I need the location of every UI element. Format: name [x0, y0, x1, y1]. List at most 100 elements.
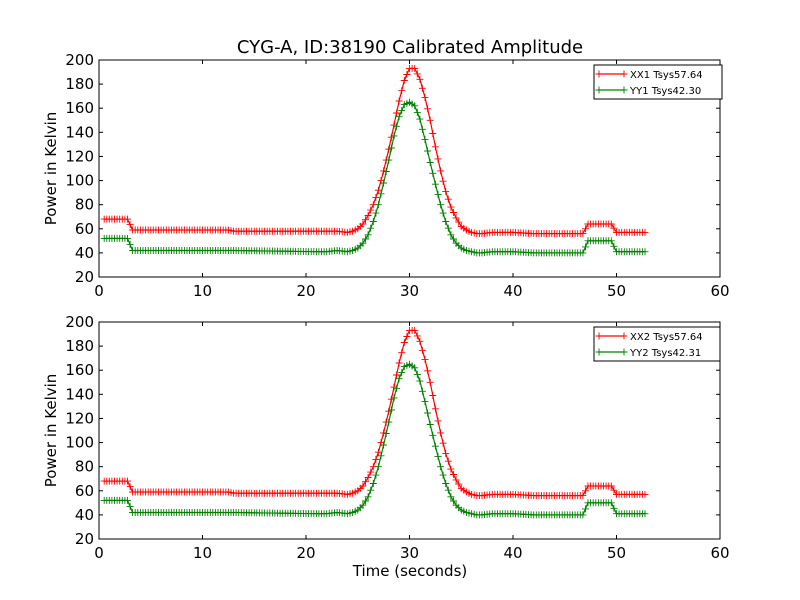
- x-tick-label: 0: [94, 282, 104, 300]
- data-point-marker: [398, 107, 406, 115]
- data-point-marker: [416, 115, 424, 123]
- data-point-marker: [411, 364, 419, 372]
- y-tick-label: 180: [65, 75, 94, 93]
- data-point-marker: [429, 431, 437, 439]
- data-point-marker: [418, 84, 426, 92]
- data-point-marker: [411, 102, 419, 110]
- data-point-marker: [447, 203, 455, 211]
- data-point-marker: [426, 116, 434, 124]
- data-point-marker: [447, 465, 455, 473]
- y-tick-label: 80: [75, 196, 94, 214]
- y-tick-label: 120: [65, 147, 94, 165]
- y-tick-label: 60: [75, 220, 94, 238]
- x-tick-label: 0: [94, 544, 104, 562]
- y-tick-label: 60: [75, 482, 94, 500]
- data-point-marker: [398, 87, 406, 95]
- data-point-marker: [434, 452, 442, 460]
- legend: XX1 Tsys57.64 YY1 Tsys42.30: [593, 64, 723, 100]
- data-point-marker: [398, 369, 406, 377]
- data-point-marker: [444, 457, 452, 465]
- data-point-marker: [450, 235, 457, 243]
- y-tick-label: 40: [75, 506, 94, 524]
- y-tick-label: 20: [75, 268, 94, 286]
- x-tick-label: 60: [710, 544, 729, 562]
- data-point-marker: [418, 387, 426, 395]
- data-point-marker: [126, 240, 134, 248]
- x-axis-label: Time (seconds): [352, 562, 468, 580]
- data-point-marker: [450, 497, 457, 505]
- y-tick-label: 120: [65, 409, 94, 427]
- data-point-marker: [421, 136, 429, 144]
- y-tick-label: 140: [65, 123, 94, 141]
- data-point-marker: [393, 109, 401, 117]
- x-tick-label: 20: [296, 544, 315, 562]
- data-point-marker: [641, 248, 649, 256]
- y-tick-label: 140: [65, 385, 94, 403]
- x-tick-label: 60: [710, 282, 729, 300]
- data-point-marker: [429, 130, 437, 137]
- data-point-marker: [421, 93, 429, 101]
- plots-group: 0 10 20 30 40 50 6020406080100120140160180200P…: [42, 51, 730, 562]
- data-point-marker: [364, 231, 372, 239]
- data-point-marker: [413, 332, 421, 340]
- data-point-marker: [607, 482, 615, 490]
- data-point-marker: [364, 474, 372, 481]
- data-point-marker: [416, 337, 424, 345]
- data-point-marker: [431, 143, 439, 151]
- data-point-marker: [447, 493, 455, 501]
- data-point-marker: [124, 496, 131, 504]
- data-point-marker: [367, 486, 375, 494]
- data-point-marker: [400, 339, 408, 346]
- series-1: [100, 64, 649, 238]
- data-point-marker: [380, 179, 388, 187]
- data-point-marker: [610, 242, 618, 250]
- data-point-marker: [124, 477, 131, 485]
- y-axis-label: Power in Kelvin: [42, 374, 60, 488]
- data-point-marker: [437, 429, 445, 437]
- data-point-marker: [434, 190, 442, 198]
- data-point-marker: [437, 201, 445, 209]
- x-tick-label: 10: [193, 282, 212, 300]
- data-point-marker: [369, 218, 377, 225]
- legend-entry: YY2 Tsys42.31: [629, 348, 701, 359]
- data-point-marker: [374, 186, 382, 194]
- data-point-marker: [372, 193, 380, 201]
- data-point-marker: [403, 333, 411, 340]
- data-point-marker: [359, 220, 367, 228]
- data-point-marker: [393, 122, 401, 130]
- data-point-marker: [641, 228, 649, 236]
- data-point-marker: [403, 71, 411, 78]
- data-point-marker: [385, 418, 393, 426]
- data-point-marker: [387, 144, 395, 152]
- data-point-marker: [359, 482, 367, 490]
- data-point-marker: [442, 187, 450, 195]
- data-point-marker: [364, 493, 372, 501]
- data-point-marker: [439, 471, 447, 479]
- data-point-marker: [439, 439, 447, 447]
- data-point-marker: [447, 231, 455, 239]
- data-point-marker: [413, 108, 421, 116]
- x-tick-label: 20: [296, 282, 315, 300]
- data-point-marker: [444, 486, 452, 494]
- x-tick-label: 10: [193, 544, 212, 562]
- data-point-marker: [444, 224, 452, 232]
- data-point-marker: [362, 216, 369, 224]
- data-point-marker: [418, 346, 426, 354]
- data-point-marker: [429, 169, 437, 177]
- y-tick-label: 160: [65, 361, 94, 379]
- data-point-marker: [452, 476, 460, 484]
- data-point-marker: [455, 218, 463, 226]
- data-point-marker: [395, 97, 403, 105]
- data-point-marker: [421, 398, 429, 406]
- data-point-marker: [385, 156, 393, 164]
- legend-marker: [620, 332, 628, 340]
- legend-marker: [595, 86, 603, 94]
- data-point-marker: [442, 480, 450, 487]
- data-point-marker: [395, 375, 403, 383]
- data-point-marker: [579, 249, 587, 257]
- data-point-marker: [413, 70, 421, 78]
- data-point-marker: [374, 448, 382, 456]
- data-point-marker: [372, 471, 380, 479]
- chart-panel-1: 0 10 20 30 40 50 60 20 40 60 80 100 120 140 160 180 200 P…: [42, 51, 730, 300]
